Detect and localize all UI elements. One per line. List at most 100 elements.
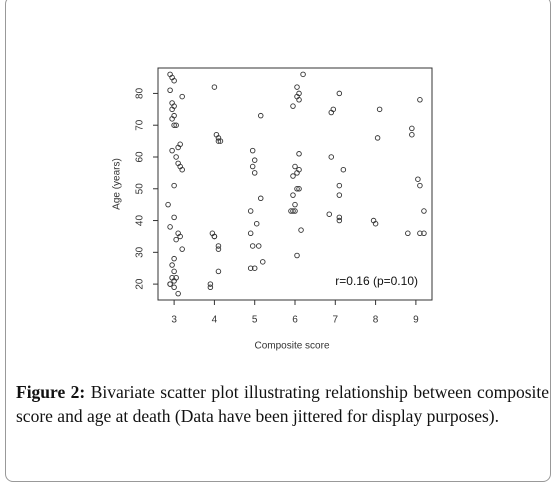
- caption-label: Figure 2:: [16, 382, 86, 402]
- point: [179, 93, 185, 100]
- point: [171, 255, 177, 262]
- point: [169, 116, 175, 122]
- point: [294, 84, 300, 90]
- y-tick-label: 60: [135, 151, 146, 163]
- point: [217, 138, 224, 144]
- point: [249, 163, 256, 170]
- point: [251, 170, 258, 176]
- point: [336, 217, 343, 224]
- point: [405, 230, 411, 237]
- point: [292, 163, 298, 170]
- point: [292, 201, 298, 208]
- point: [296, 186, 302, 192]
- point: [177, 233, 183, 240]
- point: [292, 208, 298, 214]
- point: [167, 281, 173, 287]
- point: [417, 230, 423, 237]
- point: [255, 243, 262, 249]
- point: [296, 97, 302, 103]
- point: [215, 243, 222, 249]
- point: [290, 208, 296, 214]
- point: [175, 290, 181, 297]
- x-tick-label: 6: [292, 315, 298, 326]
- point: [300, 71, 306, 78]
- point: [179, 246, 185, 252]
- point: [372, 220, 379, 227]
- point: [167, 224, 173, 230]
- x-tick-label: 5: [252, 315, 258, 326]
- point: [171, 77, 177, 84]
- point: [326, 211, 333, 217]
- y-tick-label: 40: [135, 215, 146, 227]
- point: [169, 147, 175, 154]
- x-tick-label: 7: [333, 315, 339, 326]
- point: [417, 97, 423, 103]
- point: [167, 87, 173, 93]
- point: [417, 182, 423, 189]
- y-tick-label: 20: [135, 278, 146, 290]
- point: [171, 214, 177, 221]
- x-tick-label: 9: [413, 315, 419, 326]
- point: [251, 265, 258, 271]
- y-tick-label: 30: [135, 246, 146, 258]
- chart: Composite score Age (years) r=0.16 (p=0.…: [112, 67, 433, 352]
- point: [215, 246, 222, 252]
- point: [421, 208, 427, 214]
- point: [258, 195, 264, 202]
- plot-box: [157, 67, 433, 301]
- point: [376, 106, 383, 113]
- x-axis-label: Composite score: [254, 341, 329, 352]
- x-tick-label: 3: [171, 315, 177, 326]
- point: [409, 131, 415, 138]
- point: [247, 208, 254, 214]
- point: [171, 182, 177, 189]
- point: [211, 233, 218, 240]
- point: [290, 192, 296, 198]
- point: [336, 90, 343, 97]
- point: [249, 243, 256, 249]
- point: [294, 186, 300, 192]
- point: [421, 230, 427, 237]
- point: [211, 84, 218, 90]
- point: [175, 144, 181, 151]
- point: [253, 220, 260, 227]
- point: [215, 138, 222, 144]
- point: [215, 268, 222, 275]
- point: [179, 166, 185, 173]
- point: [173, 154, 179, 160]
- caption: Figure 2: Bivariate scatter plot illustr…: [16, 380, 549, 428]
- point: [171, 122, 177, 128]
- point: [173, 236, 179, 243]
- point: [415, 176, 421, 182]
- point: [260, 259, 266, 265]
- point: [171, 278, 177, 284]
- y-tick-label: 70: [135, 119, 146, 131]
- point: [328, 109, 335, 116]
- point: [296, 151, 302, 157]
- point: [173, 122, 179, 128]
- point: [207, 284, 214, 291]
- point: [171, 284, 177, 291]
- point: [409, 125, 415, 132]
- point: [294, 170, 300, 176]
- y-tick-label: 50: [135, 183, 146, 195]
- point: [336, 214, 343, 221]
- point: [171, 268, 177, 275]
- point: [298, 227, 304, 233]
- point: [374, 135, 381, 141]
- point: [290, 173, 296, 179]
- point: [328, 154, 335, 160]
- point: [207, 281, 214, 287]
- y-axis-label: Age (years): [112, 158, 123, 210]
- point: [336, 182, 343, 189]
- point: [165, 201, 171, 208]
- point: [169, 106, 175, 113]
- figure-frame: [5, 0, 551, 482]
- caption-text: Bivariate scatter plot illustrating rela…: [16, 382, 549, 426]
- point: [251, 157, 258, 163]
- point: [258, 112, 264, 119]
- point: [247, 265, 254, 271]
- point: [336, 192, 343, 198]
- point: [247, 230, 254, 237]
